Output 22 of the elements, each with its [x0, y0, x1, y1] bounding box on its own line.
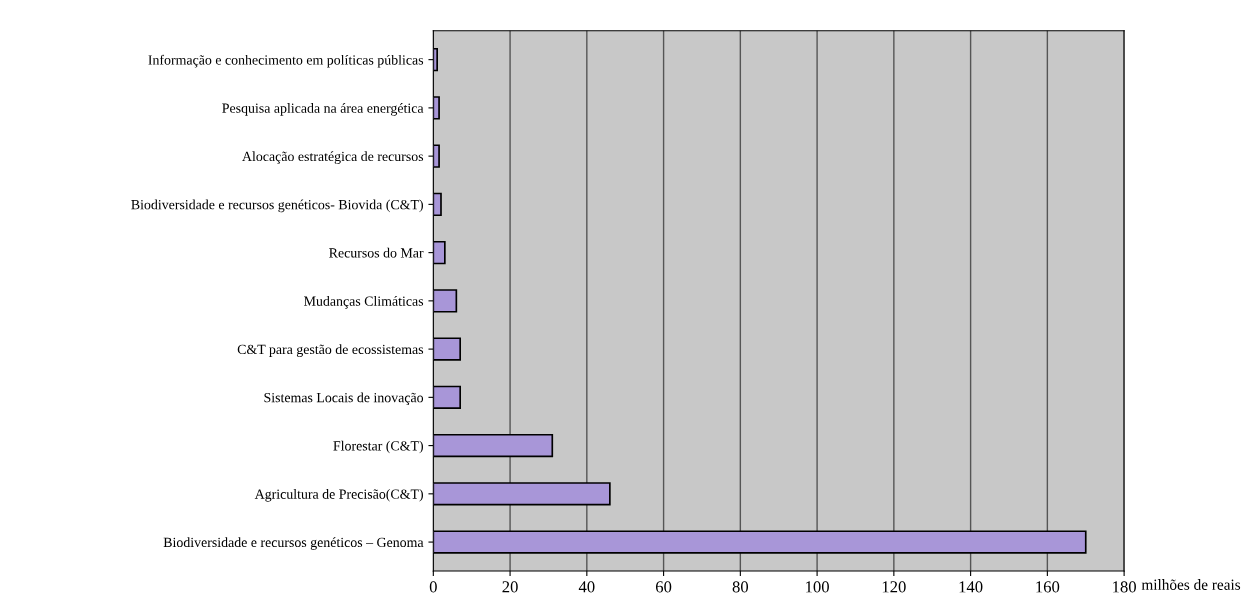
- y-tick-label: Agricultura de Precisão(C&T): [254, 489, 423, 502]
- x-tick-label: 100: [806, 581, 829, 593]
- y-tick-label: C&T para gestão de ecossistemas: [237, 344, 424, 357]
- x-tick-label: 80: [732, 581, 749, 593]
- y-tick-label: Sistemas Locais de inovação: [264, 392, 424, 406]
- x-tick-label: 140: [959, 581, 983, 593]
- y-tick-label: Pesquisa aplicada na área energética: [222, 103, 424, 116]
- x-axis-title: milhões de reais: [1141, 579, 1241, 590]
- y-tick-label: Alocação estratégica de recursos: [242, 151, 424, 164]
- x-tick-label: 180: [1113, 581, 1136, 593]
- y-tick-label: Mudanças Climáticas: [304, 296, 424, 309]
- x-tick-label: 0: [429, 581, 437, 593]
- y-tick-label: Recursos do Mar: [329, 247, 424, 258]
- x-tick-label: 60: [655, 581, 672, 593]
- y-tick-label: Biodiversidade e recursos genéticos – Genoma: [163, 537, 424, 550]
- x-tick-label: 160: [1036, 581, 1060, 593]
- y-tick-label: Biodiversidade e recursos genéticos- Biovida (C&T): [131, 199, 423, 213]
- y-tick-label: Informação e conhecimento em políticas públicas: [148, 54, 424, 68]
- y-tick-label: Florestar (C&T): [333, 440, 423, 454]
- x-tick-label: 120: [882, 581, 906, 593]
- x-tick-label: 40: [578, 581, 595, 593]
- x-tick-label: 20: [502, 581, 518, 593]
